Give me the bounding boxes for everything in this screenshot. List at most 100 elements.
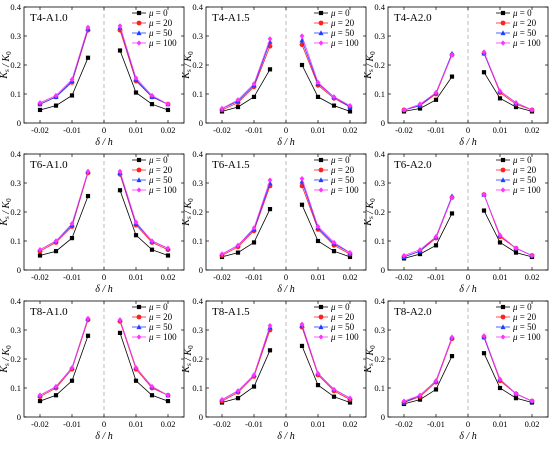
y-tick-label: 0.2 xyxy=(374,207,385,217)
legend-item-mu-20: μ = 20 xyxy=(314,165,355,175)
legend-item-mu-100: μ = 100 xyxy=(496,332,541,342)
legend-marker xyxy=(500,177,506,183)
legend-item-mu-20: μ = 20 xyxy=(314,312,355,322)
x-tick-label: -0.01 xyxy=(63,419,81,429)
panel-title: T8-A1.0 xyxy=(30,306,68,318)
data-point xyxy=(417,247,423,253)
legend-label: μ = 0 xyxy=(148,302,168,312)
legend-marker xyxy=(318,40,324,46)
y-tick-label: 0.3 xyxy=(10,325,21,335)
legend-label: μ = 100 xyxy=(512,38,541,48)
panel-title: T8-A1.5 xyxy=(212,306,250,318)
series-line-left xyxy=(39,171,89,251)
data-point xyxy=(69,365,75,371)
legend-label: μ = 20 xyxy=(512,312,537,322)
x-tick-label: 0 xyxy=(466,419,470,429)
data-point xyxy=(133,365,139,371)
data-point xyxy=(133,90,139,95)
legend-marker xyxy=(318,324,324,330)
x-tick-label: -0.02 xyxy=(31,419,49,429)
series-mu-100 xyxy=(401,49,535,113)
data-point xyxy=(267,36,273,42)
x-axis-label: δ / h xyxy=(459,284,476,295)
data-point xyxy=(513,104,519,110)
y-tick-label: 0.2 xyxy=(10,60,21,70)
series-line-left xyxy=(403,337,453,402)
data-point xyxy=(433,234,439,240)
x-tick-label: 0 xyxy=(102,272,106,282)
data-point xyxy=(85,193,91,199)
y-tick-label: 0 xyxy=(381,265,385,275)
data-point xyxy=(85,24,91,30)
data-point xyxy=(331,249,337,254)
x-tick-label: 0.01 xyxy=(129,125,144,135)
x-tick-label: -0.02 xyxy=(395,272,413,282)
y-tick-label: 0.3 xyxy=(374,31,385,41)
series-mu-0 xyxy=(37,330,171,404)
y-tick-label: 0 xyxy=(17,118,21,128)
data-point xyxy=(251,94,257,99)
legend-label: μ = 50 xyxy=(512,175,537,185)
panel-title: T6-A1.5 xyxy=(212,159,250,171)
data-point xyxy=(149,92,155,99)
data-point xyxy=(149,102,155,107)
legend-item-mu-0: μ = 0 xyxy=(132,8,168,18)
legend-label: μ = 0 xyxy=(512,8,532,18)
legend-label: μ = 100 xyxy=(330,185,359,195)
series-line-left xyxy=(403,213,453,259)
series-line-right xyxy=(483,72,533,112)
data-point xyxy=(401,398,407,404)
legend-label: μ = 100 xyxy=(330,38,359,48)
legend-marker xyxy=(500,187,506,193)
data-point xyxy=(299,321,305,327)
series-line-left xyxy=(221,329,271,402)
data-point xyxy=(315,383,321,388)
legend-label: μ = 20 xyxy=(148,18,173,28)
y-tick-label: 0.2 xyxy=(10,207,21,217)
x-tick-label: 0.02 xyxy=(525,272,540,282)
legend-marker xyxy=(318,177,324,183)
data-point xyxy=(149,247,155,252)
legend-label: μ = 0 xyxy=(330,302,350,312)
series-line-left xyxy=(403,53,453,111)
data-point xyxy=(331,394,337,399)
legend: μ = 0μ = 20μ = 50μ = 100 xyxy=(496,302,541,342)
data-point xyxy=(513,100,519,106)
data-point xyxy=(481,70,487,75)
legend-item-mu-20: μ = 20 xyxy=(314,18,355,28)
legend: μ = 0μ = 20μ = 50μ = 100 xyxy=(314,155,359,195)
data-point xyxy=(165,101,171,107)
data-point xyxy=(69,221,75,227)
data-point xyxy=(117,330,123,335)
x-tick-label: -0.02 xyxy=(213,125,231,135)
series-line-left xyxy=(221,350,271,403)
series-line-right xyxy=(119,171,169,249)
data-point xyxy=(37,392,43,398)
legend-marker xyxy=(500,324,506,330)
legend: μ = 0μ = 20μ = 50μ = 100 xyxy=(132,155,177,195)
legend-label: μ = 50 xyxy=(148,175,173,185)
data-point xyxy=(267,207,273,212)
legend-item-mu-20: μ = 20 xyxy=(496,312,537,322)
y-axis-label: Ks / K0 xyxy=(363,345,377,374)
x-tick-label: 0.01 xyxy=(129,419,144,429)
data-point xyxy=(449,52,455,58)
x-tick-label: 0.02 xyxy=(343,419,358,429)
series-line-left xyxy=(39,319,89,398)
legend-item-mu-100: μ = 100 xyxy=(496,185,541,195)
y-tick-label: 0.1 xyxy=(192,383,203,393)
y-tick-label: 0.1 xyxy=(374,236,385,246)
data-point xyxy=(53,238,59,244)
y-tick-label: 0 xyxy=(199,118,203,128)
data-point xyxy=(85,333,91,338)
legend-marker xyxy=(136,10,142,16)
panel-title: T6-A2.0 xyxy=(394,159,432,171)
x-tick-label: 0.01 xyxy=(311,272,326,282)
data-point xyxy=(299,343,305,349)
data-point xyxy=(299,202,305,207)
legend-label: μ = 50 xyxy=(512,322,537,332)
data-point xyxy=(497,88,503,94)
data-point xyxy=(267,348,273,353)
series-mu-50 xyxy=(37,24,171,107)
y-tick-label: 0.4 xyxy=(10,2,21,12)
